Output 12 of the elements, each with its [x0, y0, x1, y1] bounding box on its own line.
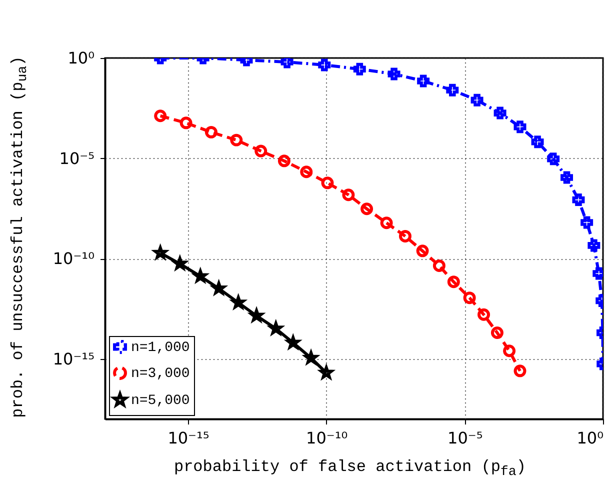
- x-tick-label: 10⁻⁵: [448, 428, 483, 448]
- y-tick-label: 10⁰: [68, 48, 94, 68]
- legend-label: n=5,000: [131, 393, 190, 409]
- x-axis-title: probability of false activation (p$_{fa}$): [174, 458, 526, 480]
- x-tick-label: 10⁰: [576, 428, 604, 448]
- y-tick-label: 10⁻¹⁵: [52, 349, 94, 368]
- y-tick-label: 10⁻⁵: [59, 148, 94, 168]
- x-tick-label: 10⁻¹⁵: [168, 428, 210, 448]
- legend-label: n=3,000: [131, 366, 190, 382]
- y-tick-label: 10⁻¹⁰: [52, 249, 94, 268]
- legend-label: n=1,000: [131, 340, 190, 356]
- x-tick-label: 10⁻¹⁰: [306, 428, 348, 448]
